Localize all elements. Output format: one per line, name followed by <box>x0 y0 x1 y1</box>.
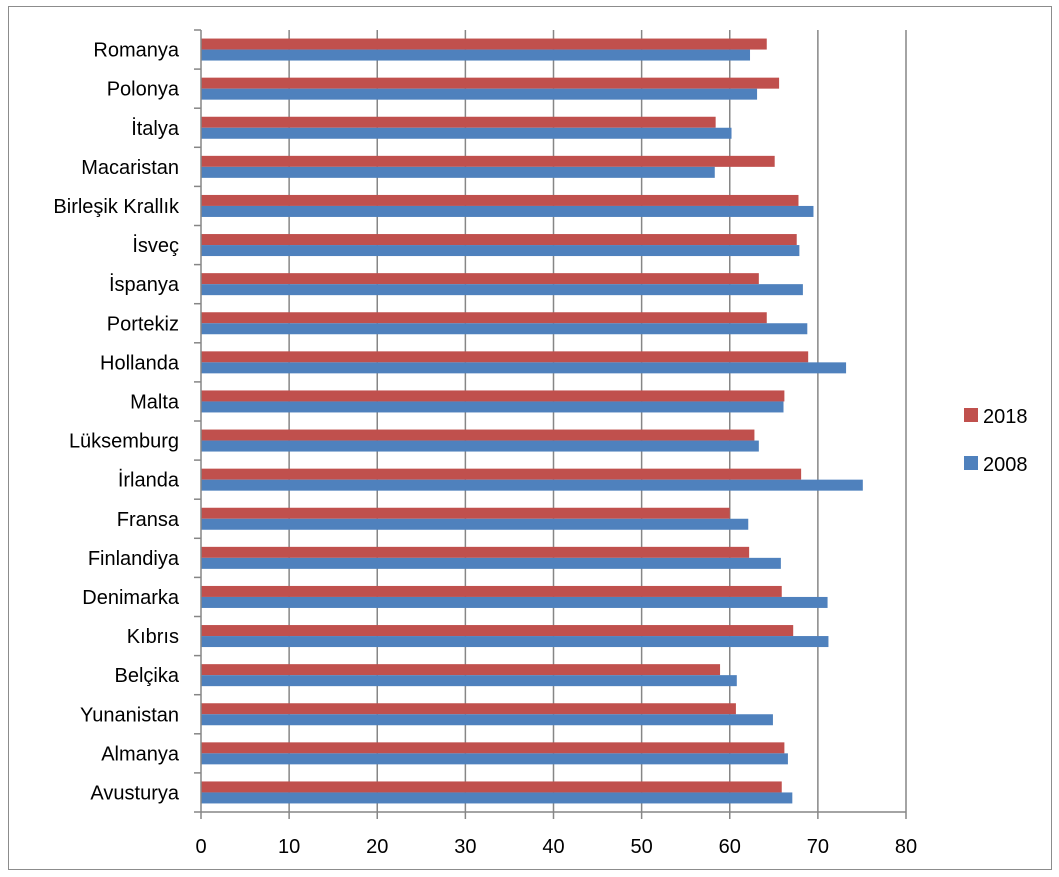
bar-2018 <box>201 273 759 285</box>
category-label: Kıbrıs <box>127 626 179 648</box>
bar-2008 <box>201 205 814 217</box>
category-label: Finlandiya <box>88 548 180 570</box>
legend-label: 2018 <box>983 406 1028 428</box>
bar-2018 <box>201 312 767 324</box>
category-label: Fransa <box>117 509 180 531</box>
category-label: İspanya <box>109 273 180 296</box>
bar-2018 <box>201 38 767 50</box>
bar-2018 <box>201 781 782 793</box>
x-tick-label: 20 <box>366 836 388 858</box>
bar-2008 <box>201 636 829 648</box>
x-tick-label: 50 <box>631 836 653 858</box>
bar-2018 <box>201 546 750 558</box>
category-label: Romanya <box>93 40 179 62</box>
bar-2008 <box>201 323 808 335</box>
bar-2018 <box>201 194 799 206</box>
bar-2008 <box>201 49 751 61</box>
bar-2018 <box>201 155 775 167</box>
bar-2018 <box>201 507 730 519</box>
bar-2018 <box>201 351 809 363</box>
bar-2008 <box>201 753 788 765</box>
bar-2008 <box>201 714 773 726</box>
category-label: Portekiz <box>107 313 179 335</box>
x-tick-label: 60 <box>719 836 741 858</box>
x-tick-label: 80 <box>895 836 917 858</box>
category-label: Denimarka <box>82 587 180 609</box>
bar-2008 <box>201 245 800 257</box>
bar-2018 <box>201 742 785 754</box>
category-label: Birleşik Krallık <box>53 196 180 218</box>
bar-2008 <box>201 479 863 491</box>
category-label: İtalya <box>131 117 180 140</box>
category-label: Lüksemburg <box>69 431 179 453</box>
bar-2008 <box>201 557 781 569</box>
bar-2018 <box>201 390 785 402</box>
legend-swatch-2018 <box>964 408 978 422</box>
bar-2008 <box>201 166 715 178</box>
x-tick-label: 30 <box>454 836 476 858</box>
bar-2008 <box>201 401 784 413</box>
bar-2008 <box>201 284 803 296</box>
category-label: Hollanda <box>100 352 180 374</box>
x-tick-label: 40 <box>542 836 564 858</box>
bar-2008 <box>201 792 793 804</box>
bar-2008 <box>201 88 758 100</box>
bar-2018 <box>201 116 716 128</box>
category-label: İrlanda <box>118 469 180 492</box>
category-label: Belçika <box>115 665 180 687</box>
legend-swatch-2008 <box>964 456 978 470</box>
category-label: Malta <box>130 391 180 413</box>
x-tick-label: 10 <box>278 836 300 858</box>
category-label: Macaristan <box>81 157 179 179</box>
legend-label: 2008 <box>983 454 1028 476</box>
bar-2018 <box>201 703 736 715</box>
bar-2018 <box>201 585 782 597</box>
x-tick-label: 0 <box>195 836 206 858</box>
category-label: Almanya <box>101 743 180 765</box>
bar-2018 <box>201 77 780 89</box>
bar-2018 <box>201 234 797 246</box>
x-tick-label: 70 <box>807 836 829 858</box>
bar-2018 <box>201 468 802 480</box>
bar-2018 <box>201 429 755 441</box>
category-label: İsveç <box>132 234 179 257</box>
bar-2008 <box>201 440 759 452</box>
category-label: Polonya <box>107 79 180 101</box>
bar-2008 <box>201 596 828 608</box>
category-label: Avusturya <box>90 782 179 804</box>
bar-2018 <box>201 625 794 637</box>
bar-2008 <box>201 362 847 374</box>
bar-2008 <box>201 518 749 530</box>
category-label: Yunanistan <box>80 704 179 726</box>
bar-2008 <box>201 675 737 687</box>
bar-2018 <box>201 664 721 676</box>
bar-2008 <box>201 127 732 139</box>
